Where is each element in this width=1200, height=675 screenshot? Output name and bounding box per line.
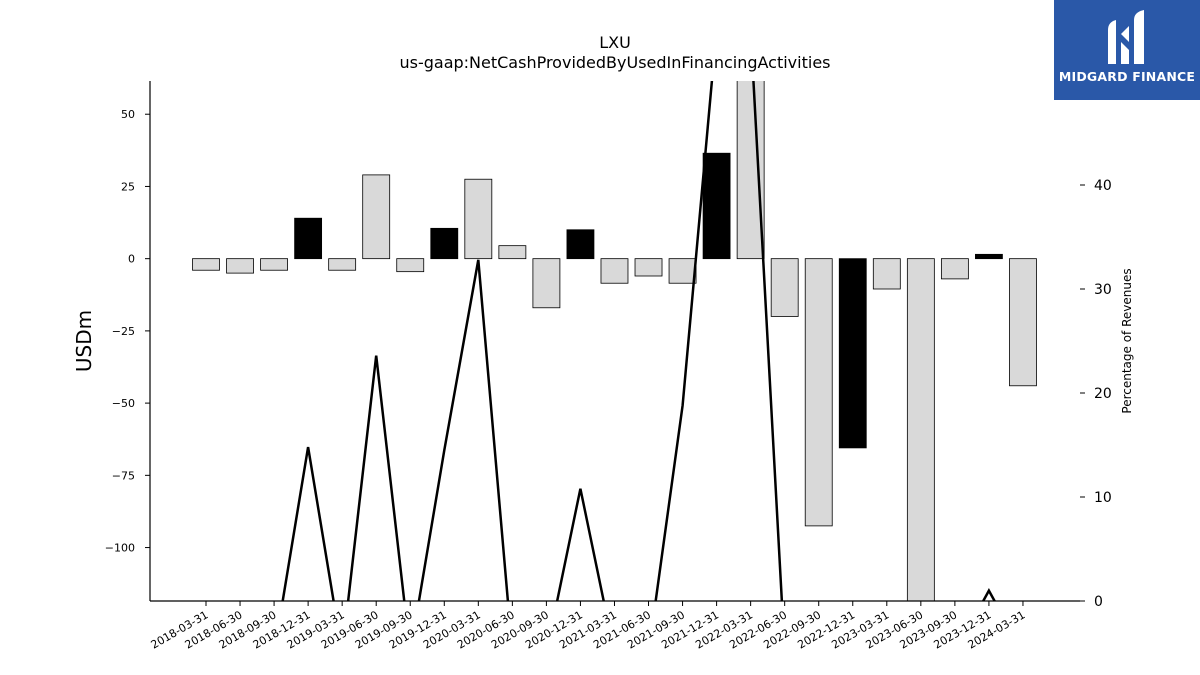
bar-2022-09-30: [804, 258, 833, 527]
y-tick-label: 25: [121, 180, 135, 193]
bar-2020-03-31: [464, 178, 493, 260]
bar-2020-09-30: [532, 258, 561, 309]
plot-area: 50250−25−50−75−1000102030402018-03-31201…: [105, 81, 1112, 652]
bar-2018-09-30: [260, 258, 288, 271]
series-line: [281, 81, 997, 601]
bar-2021-12-31: [702, 152, 731, 260]
y2-axis-label: Percentage of Revenues: [1120, 268, 1134, 413]
y-tick-label: 0: [128, 253, 135, 266]
bar-2019-03-31: [328, 258, 357, 271]
y-tick-label: −75: [112, 469, 135, 482]
chart-subtitle: us-gaap:NetCashProvidedByUsedInFinancing…: [399, 53, 830, 72]
bar-2020-06-30: [498, 245, 527, 260]
bar-2021-09-30: [668, 258, 697, 284]
bar-2019-06-30: [362, 174, 391, 260]
y2-tick-label: 0: [1094, 594, 1103, 610]
bar-2022-03-31: [736, 81, 765, 260]
bar-2021-03-31: [600, 258, 629, 284]
line-group: [281, 81, 997, 601]
bar-2023-06-30: [906, 258, 935, 601]
bars: [192, 81, 1037, 601]
y2-tick-label: 40: [1094, 178, 1112, 194]
chart-title: LXU: [599, 33, 631, 52]
bar-2024-03-31: [1009, 258, 1037, 387]
y2-tick-label: 20: [1094, 386, 1112, 402]
brand-logo: MIDGARD FINANCE: [1054, 0, 1200, 100]
bar-2023-09-30: [940, 258, 969, 280]
y-tick-label: −50: [112, 397, 135, 410]
bar-2018-06-30: [226, 258, 254, 274]
bar-2018-03-31: [192, 258, 220, 271]
y2-tick-label: 10: [1094, 490, 1112, 506]
bar-2022-06-30: [770, 258, 799, 317]
bar-2018-12-31: [294, 217, 323, 260]
bar-2022-12-31: [838, 258, 867, 449]
y-tick-label: −100: [105, 542, 135, 555]
bar-2019-12-31: [430, 227, 459, 260]
bar-2019-09-30: [396, 258, 425, 273]
y-axis-label: USDm: [72, 310, 96, 372]
bar-2023-12-31: [975, 253, 1003, 260]
bar-2023-03-31: [872, 258, 901, 290]
bar-2021-06-30: [634, 258, 663, 277]
y-tick-label: 50: [121, 108, 135, 121]
logo-mark-icon: [1108, 10, 1144, 64]
logo-text: MIDGARD FINANCE: [1058, 69, 1196, 84]
bar-2020-12-31: [566, 229, 595, 260]
y-tick-label: −25: [112, 325, 135, 338]
y2-tick-label: 30: [1094, 282, 1112, 298]
